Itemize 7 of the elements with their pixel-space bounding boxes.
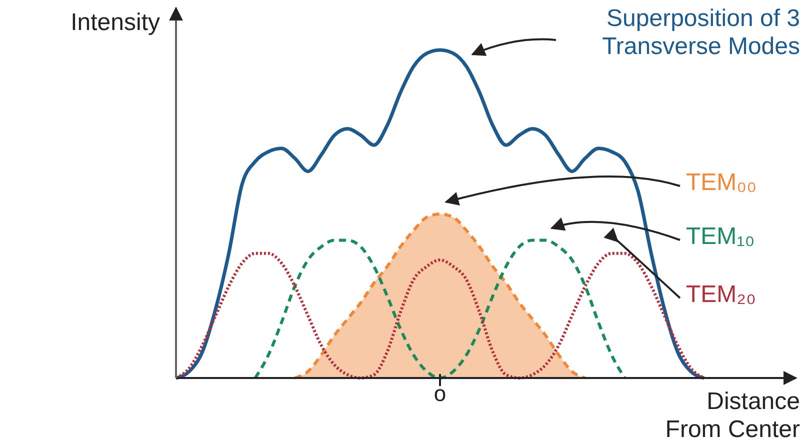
x-axis-title: Distance From Center [665,388,800,443]
y-axis-title: Intensity [70,9,160,36]
text: TEM₀₀ [686,169,757,196]
text: Superposition of 3 Transverse Modes [602,5,800,60]
text: TEM₁₀ [686,223,755,250]
text: o [434,381,446,406]
series-label: TEM₂₀ [686,281,756,308]
